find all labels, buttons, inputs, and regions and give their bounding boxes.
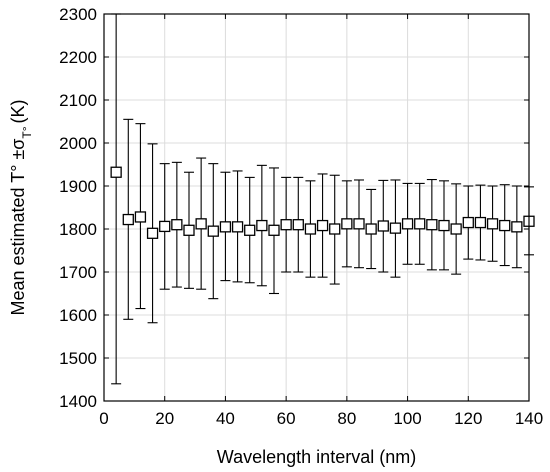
x-tick-label: 140 (515, 409, 543, 428)
data-point (426, 219, 438, 231)
data-point (365, 223, 377, 235)
x-axis-label: Wavelength interval (nm) (217, 447, 416, 467)
y-axis-label-subscript: T° (20, 126, 34, 138)
data-point (256, 219, 268, 232)
y-axis-label-unit: (K) (8, 99, 28, 123)
x-tick-label: 100 (393, 409, 421, 428)
y-tick-labels: 1400 1500 1600 1700 1800 1900 2000 2100 2200 2300 (59, 5, 97, 411)
data-point (110, 166, 122, 178)
y-axis-label-main: Mean estimated T° ±σ (8, 139, 28, 316)
y-axis-label: Mean estimated T° ±σT° (K) (8, 99, 34, 315)
data-point (195, 218, 207, 230)
data-point (244, 224, 256, 236)
data-point (438, 219, 450, 232)
data-point (219, 221, 232, 233)
data-point (171, 219, 183, 231)
data-point (486, 218, 499, 230)
data-point (389, 222, 402, 234)
data-point (183, 224, 195, 236)
x-tick-label: 120 (454, 409, 482, 428)
x-tick-label: 80 (337, 409, 356, 428)
error-bar (111, 13, 122, 385)
data-point (304, 223, 317, 235)
data-markers (110, 166, 535, 239)
data-point (511, 221, 523, 233)
data-point (474, 216, 487, 229)
error-bars (111, 13, 534, 385)
y-tick-label: 1600 (59, 306, 97, 325)
x-tick-label: 60 (277, 409, 296, 428)
data-point (146, 227, 159, 239)
y-tick-label: 2000 (59, 134, 97, 153)
data-point (401, 218, 414, 230)
data-point (414, 218, 426, 230)
y-tick-label: 2300 (59, 5, 97, 24)
data-point (462, 216, 474, 229)
data-point (134, 211, 147, 223)
data-point (159, 220, 171, 233)
x-tick-label: 20 (155, 409, 174, 428)
data-point (341, 218, 353, 230)
data-point (292, 219, 304, 231)
data-point (280, 219, 292, 231)
y-tick-label: 2200 (59, 48, 97, 67)
x-tick-labels: 0 20 40 60 80 100 120 140 (99, 409, 543, 428)
y-tick-label: 1500 (59, 349, 97, 368)
grid (103, 13, 530, 402)
plot-frame (103, 13, 530, 402)
x-tick-label: 0 (99, 409, 108, 428)
data-point (377, 220, 389, 232)
data-point (207, 225, 219, 237)
y-tick-label: 2100 (59, 91, 97, 110)
x-tick-label: 40 (216, 409, 235, 428)
y-tick-label: 1400 (59, 392, 97, 411)
data-point (499, 219, 511, 232)
data-point (450, 223, 462, 235)
data-point (268, 224, 280, 236)
data-point (316, 219, 329, 232)
data-point (353, 218, 365, 230)
data-point (122, 213, 134, 226)
axis-ticks (103, 13, 530, 402)
data-point (329, 223, 341, 235)
y-tick-label: 1700 (59, 263, 97, 282)
y-tick-label: 1800 (59, 220, 97, 239)
data-point (231, 221, 244, 233)
y-tick-label: 1900 (59, 177, 97, 196)
